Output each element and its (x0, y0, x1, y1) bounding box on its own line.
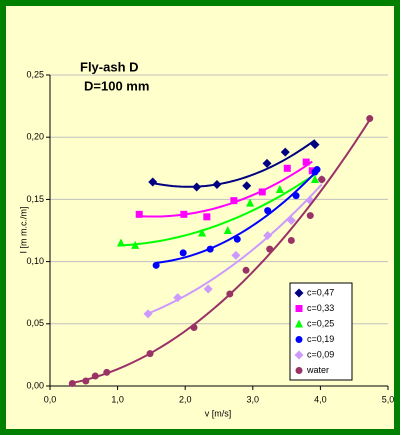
point (223, 226, 232, 234)
point (148, 177, 158, 187)
point (68, 380, 76, 388)
point (226, 290, 234, 298)
point (242, 181, 252, 191)
point (306, 212, 314, 220)
point (292, 192, 300, 200)
legend-marker (294, 288, 304, 298)
x-tick-label: 5,0 (382, 394, 395, 404)
point (262, 158, 272, 168)
legend (289, 282, 353, 381)
point (190, 324, 198, 332)
point (266, 245, 274, 253)
point (116, 238, 125, 247)
legend-label: c=0,25 (307, 318, 334, 328)
point (287, 236, 295, 244)
y-tick-label: 0,05 (26, 318, 44, 328)
point (146, 350, 154, 358)
point (131, 240, 140, 249)
point (310, 140, 320, 150)
point (280, 147, 290, 157)
point (318, 175, 326, 183)
point (152, 261, 160, 269)
y-tick-label: 0,25 (26, 69, 44, 79)
x-tick-label: 3,0 (247, 394, 260, 404)
point (180, 210, 188, 218)
y-tick-label: 0,10 (26, 256, 44, 266)
point (143, 309, 153, 319)
point (283, 164, 291, 172)
legend-label: c=0,33 (307, 303, 334, 313)
point (263, 230, 273, 240)
legend-label: c=0,19 (307, 334, 334, 344)
point (230, 197, 238, 205)
point (231, 250, 241, 260)
trend-line (120, 173, 316, 247)
point (206, 245, 214, 253)
chart-title: Fly-ash D (80, 59, 139, 74)
trend-line (72, 119, 371, 384)
y-tick-label: 0,00 (26, 380, 44, 390)
point (366, 115, 374, 123)
point (246, 198, 255, 207)
legend-label: c=0,47 (307, 287, 334, 297)
point (258, 188, 266, 196)
chart-subtitle: D=100 mm (84, 78, 149, 93)
point (264, 207, 272, 215)
point (313, 166, 321, 174)
point (233, 235, 241, 243)
point (212, 179, 222, 189)
point (198, 228, 207, 237)
legend-marker (295, 367, 303, 374)
y-tick-label: 0,20 (26, 132, 44, 142)
x-tick-label: 2,0 (179, 394, 192, 404)
point (286, 216, 296, 226)
y-axis-label: I [m m.c./m] (18, 207, 28, 254)
point (203, 213, 211, 221)
x-tick-label: 0,0 (44, 394, 57, 404)
point (103, 368, 111, 376)
point (91, 372, 99, 380)
point (179, 249, 187, 257)
point (302, 158, 310, 166)
point (275, 184, 284, 193)
point (203, 284, 213, 294)
legend-label: c=0,09 (307, 349, 334, 359)
legend-marker (294, 350, 304, 360)
x-axis-label: v [m/s] (205, 408, 232, 418)
trend-line (139, 160, 313, 218)
point (135, 210, 143, 218)
point (242, 266, 250, 274)
x-tick-label: 1,0 (111, 394, 124, 404)
point (310, 174, 319, 183)
legend-marker (295, 336, 303, 343)
x-tick-label: 4,0 (314, 394, 327, 404)
point (82, 377, 90, 385)
y-tick-label: 0,15 (26, 194, 44, 204)
point (192, 182, 202, 192)
legend-marker (295, 319, 303, 328)
trend-line (152, 139, 316, 188)
point (173, 293, 183, 303)
trend-line (156, 170, 318, 264)
legend-label: water (306, 365, 329, 375)
legend-marker (295, 305, 303, 312)
